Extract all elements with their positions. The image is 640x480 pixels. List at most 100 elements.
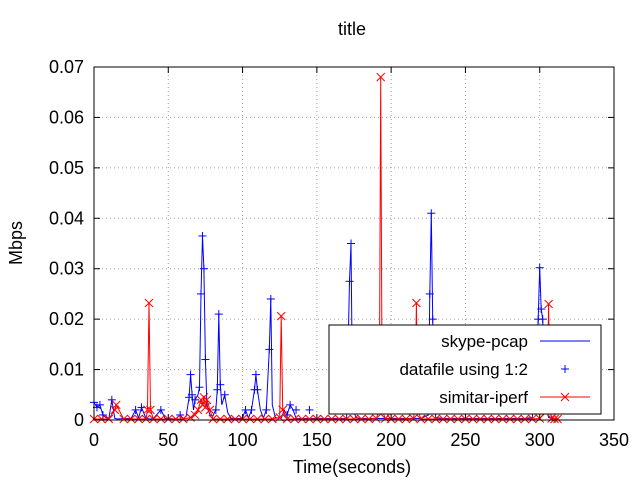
data-point-datafile-using-1-2 [201, 355, 210, 364]
data-point-simitar-iperf [141, 414, 151, 424]
data-point-simitar-iperf [144, 298, 154, 308]
data-point-datafile-using-1-2 [283, 410, 292, 419]
data-point-simitar-iperf [119, 414, 129, 424]
data-point-simitar-iperf [553, 414, 562, 424]
data-point-simitar-iperf [149, 414, 158, 424]
data-point-simitar-iperf [544, 299, 553, 309]
plot-border [93, 66, 615, 421]
legend: skype-pcap datafile using 1:2 simitar-ip… [328, 324, 602, 415]
data-point-simitar-iperf [409, 414, 418, 423]
data-point-simitar-iperf [394, 414, 403, 424]
data-point-datafile-using-1-2 [214, 310, 223, 319]
data-point-simitar-iperf [401, 414, 411, 424]
data-point-simitar-iperf [453, 414, 463, 424]
data-point-simitar-iperf [349, 414, 359, 424]
data-point-datafile-using-1-2 [195, 383, 204, 392]
data-point-datafile-using-1-2 [251, 370, 260, 379]
data-point-simitar-iperf [527, 414, 537, 424]
data-point-datafile-using-1-2 [95, 400, 104, 409]
x-tick-label: 250 [450, 430, 480, 450]
data-point-simitar-iperf [327, 414, 337, 424]
data-point-datafile-using-1-2 [188, 390, 197, 399]
data-point-simitar-iperf [412, 298, 421, 308]
data-point-simitar-iperf [278, 405, 288, 415]
data-point-simitar-iperf [201, 403, 210, 412]
data-point-datafile-using-1-2 [253, 385, 262, 394]
data-point-simitar-iperf [490, 414, 500, 424]
data-point-simitar-iperf [260, 414, 270, 424]
data-point-datafile-using-1-2 [156, 405, 165, 414]
data-point-datafile-using-1-2 [176, 410, 185, 419]
x-tick-label: 200 [376, 430, 406, 450]
x-tick-label: 0 [89, 430, 99, 450]
data-point-datafile-using-1-2 [220, 390, 229, 399]
data-point-datafile-using-1-2 [286, 400, 295, 409]
data-point-simitar-iperf [178, 414, 188, 424]
data-point-simitar-iperf [146, 405, 155, 415]
data-point-simitar-iperf [126, 414, 136, 424]
data-point-datafile-using-1-2 [196, 289, 205, 298]
y-tick-label: 0.07 [49, 57, 84, 77]
data-point-simitar-iperf [202, 395, 212, 405]
y-tick-label: 0.01 [49, 360, 84, 380]
legend-label-datafile: datafile using 1:2 [399, 360, 528, 379]
data-point-datafile-using-1-2 [247, 405, 256, 414]
data-point-simitar-iperf [208, 414, 218, 424]
x-tick-label: 100 [228, 430, 258, 450]
y-tick-label: 0 [74, 410, 84, 430]
legend-label-simitar-iperf: simitar-iperf [439, 388, 528, 407]
data-point-simitar-iperf [371, 414, 381, 423]
data-point-simitar-iperf [520, 414, 530, 424]
data-point-simitar-iperf [223, 414, 233, 424]
data-point-simitar-iperf [342, 414, 351, 424]
data-point-simitar-iperf [282, 414, 292, 424]
data-point-simitar-iperf [290, 414, 299, 424]
data-point-simitar-iperf [110, 405, 120, 415]
data-point-simitar-iperf [475, 414, 485, 424]
data-point-simitar-iperf [253, 414, 262, 424]
data-point-datafile-using-1-2 [216, 380, 225, 389]
data-point-simitar-iperf [305, 414, 314, 424]
legend-label-skype-pcap: skype-pcap [441, 332, 528, 351]
legend-swatch-simitar-iperf [540, 392, 590, 402]
data-point-simitar-iperf [134, 414, 143, 424]
data-point-datafile-using-1-2 [107, 395, 116, 404]
y-axis-label: Mbps [6, 221, 26, 265]
series-datafile-using-1-2 [90, 209, 550, 419]
legend-swatch-datafile [561, 365, 569, 373]
data-point-simitar-iperf [297, 414, 307, 424]
data-point-datafile-using-1-2 [428, 315, 437, 324]
x-tick-label: 300 [525, 430, 555, 450]
data-point-simitar-iperf [334, 414, 344, 424]
data-point-simitar-iperf [364, 414, 374, 424]
data-point-datafile-using-1-2 [262, 405, 271, 414]
data-point-simitar-iperf [550, 414, 559, 424]
data-point-simitar-iperf [319, 414, 329, 424]
chart-title: title [338, 19, 366, 39]
data-point-simitar-iperf [438, 414, 448, 424]
data-point-datafile-using-1-2 [425, 289, 434, 298]
data-point-datafile-using-1-2 [213, 385, 222, 394]
data-point-simitar-iperf [431, 414, 441, 424]
data-point-simitar-iperf [190, 410, 200, 420]
data-point-simitar-iperf [97, 414, 106, 424]
data-point-simitar-iperf [171, 414, 181, 424]
data-point-simitar-iperf [505, 414, 515, 424]
data-point-simitar-iperf [416, 414, 426, 424]
y-tick-label: 0.02 [49, 309, 84, 329]
data-point-datafile-using-1-2 [345, 277, 354, 286]
data-point-datafile-using-1-2 [198, 231, 207, 240]
data-point-datafile-using-1-2 [186, 370, 195, 379]
x-tick-label: 50 [158, 430, 178, 450]
data-point-simitar-iperf [357, 414, 366, 424]
data-point-simitar-iperf [205, 405, 215, 415]
data-point-simitar-iperf [513, 414, 522, 424]
data-point-datafile-using-1-2 [137, 403, 146, 412]
data-point-simitar-iperf [423, 414, 433, 424]
data-point-datafile-using-1-2 [191, 395, 200, 404]
y-tick-label: 0.06 [49, 107, 84, 127]
data-point-simitar-iperf [230, 414, 240, 424]
x-tick-label: 350 [599, 430, 629, 450]
